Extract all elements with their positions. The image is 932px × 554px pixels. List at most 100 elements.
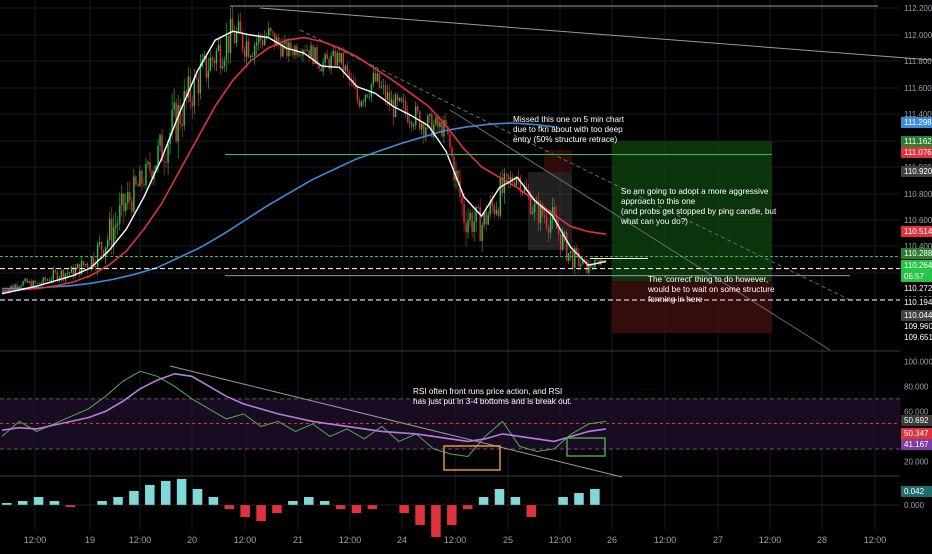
candle-body-178: [360, 101, 363, 107]
candle-body-46: [94, 265, 97, 267]
macd-bar-19: [304, 497, 314, 505]
candle-body-15: [32, 280, 34, 287]
x-tick-3: 20: [187, 535, 197, 545]
price-axis[interactable]: 112.200 112.000 111.800 111.600 111.400111.2…: [901, 4, 932, 510]
candle-body-57: [117, 223, 119, 226]
candle-body-151: [306, 50, 308, 51]
price-badge-3: 110.920: [904, 167, 932, 176]
x-tick-1: 19: [85, 535, 95, 545]
candle-body-270: [545, 217, 548, 228]
candle-body-217: [439, 122, 441, 128]
price-badge-11: 109.960: [904, 322, 932, 331]
macd-bar-17: [272, 505, 282, 513]
candle-body-183: [370, 83, 373, 97]
note3-line3: forming in here: [648, 295, 703, 304]
candle-body-135: [274, 32, 276, 46]
candle-body-40: [82, 260, 85, 266]
macd-bar-11: [176, 479, 187, 505]
candle-body-126: [255, 42, 258, 46]
y-tick-2: 111.800: [904, 57, 932, 66]
rsi-fast-line: [1, 370, 607, 458]
candle-body-136: [276, 37, 278, 46]
candle-body-28: [58, 277, 61, 281]
candle-body-118: [239, 21, 242, 33]
candle-body-167: [338, 52, 340, 63]
candle-body-164: [332, 50, 334, 56]
rsi-tick-2: 60.000: [904, 407, 929, 416]
candle-body-257: [519, 177, 522, 193]
candle-body-182: [368, 96, 371, 98]
price-badge-9: 110.194: [904, 298, 932, 307]
candle-body-226: [457, 170, 459, 181]
candle-body-12: [26, 278, 28, 283]
candle-body-74: [151, 171, 153, 180]
x-tick-8: 12:00: [444, 535, 467, 545]
candle-body-103: [209, 57, 212, 71]
x-tick-15: 28: [817, 535, 827, 545]
target-zone: [612, 141, 772, 281]
candle-body-64: [131, 200, 133, 212]
candle-body-165: [334, 50, 336, 66]
candle-body-88: [179, 105, 181, 124]
candle-body-26: [54, 270, 57, 272]
candle-body-246: [497, 209, 499, 216]
candle-body-219: [443, 119, 445, 137]
candle-body-51: [104, 247, 107, 257]
x-tick-13: 27: [713, 535, 723, 545]
macd-bar-12: [192, 489, 203, 505]
price-badge-2: 111.076: [904, 148, 932, 157]
candle-body-250: [505, 173, 508, 175]
x-tick-11: 26: [607, 535, 617, 545]
candle-body-272: [549, 219, 552, 233]
candle-body-139: [282, 43, 284, 57]
candle-body-58: [119, 205, 121, 224]
price-badge-bg-11: [901, 321, 932, 332]
price-badge-bg-5: [901, 248, 932, 259]
candle-body-153: [310, 45, 312, 58]
candle-body-212: [429, 114, 431, 116]
macd-bar-8: [129, 491, 139, 505]
candle-body-298: [602, 259, 604, 261]
macd-bar-36: [574, 493, 584, 505]
candle-body-2: [6, 291, 8, 293]
candle-body-100: [203, 55, 206, 60]
rsi-badge-bg-1: [901, 428, 932, 439]
candle-body-49: [100, 242, 103, 251]
candle-body-216: [437, 117, 439, 128]
macd-bar-22: [351, 505, 362, 513]
candle-body-82: [167, 143, 169, 163]
time-axis[interactable]: 12:00 19 12:00 20 12:00 21 12:00 24 12:00 25 12:00…: [24, 535, 887, 545]
macd-bar-29: [462, 505, 473, 509]
candle-body-108: [219, 44, 222, 69]
price-badge-bg-2: [901, 147, 932, 158]
candle-body-70: [143, 184, 145, 186]
candle-body-201: [406, 111, 409, 123]
candle-body-23: [48, 279, 51, 281]
candle-body-170: [344, 65, 346, 71]
macd-bar-25: [399, 505, 409, 513]
candle-body-102: [207, 70, 210, 78]
macd-bar-20: [319, 501, 330, 505]
y-tick-7: 110.800: [904, 190, 932, 199]
macd-bar-32: [510, 497, 521, 505]
candle-body-251: [507, 174, 510, 180]
price-badge-bg-0: [901, 117, 932, 128]
price-badge-bg-4: [901, 226, 932, 237]
note4-line1: RSI often front runs price action, and R…: [413, 387, 562, 396]
annotation-note1: Missed this one on 5 min chart due to fk…: [513, 115, 625, 144]
candle-body-256: [517, 177, 520, 178]
candle-body-154: [312, 45, 314, 65]
rsi-badge-1: 50.347: [904, 429, 929, 438]
candle-body-50: [102, 250, 105, 257]
candle-body-20: [42, 277, 44, 284]
candle-body-76: [155, 165, 157, 171]
candle-body-175: [354, 86, 357, 89]
candle-body-65: [133, 176, 135, 212]
candle-body-48: [98, 242, 101, 245]
candle-body-6: [14, 284, 16, 289]
candle-body-266: [537, 200, 540, 223]
candle-body-286: [578, 251, 580, 267]
